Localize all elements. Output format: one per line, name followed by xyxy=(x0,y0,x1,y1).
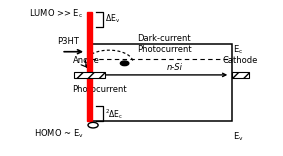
Text: Anode: Anode xyxy=(72,56,99,65)
Text: Dark-current: Dark-current xyxy=(137,34,191,43)
Bar xyxy=(89,44,231,121)
Bar xyxy=(231,72,248,78)
Text: $\mathregular{E_c}$: $\mathregular{E_c}$ xyxy=(233,44,243,56)
Text: LUMO >> $\mathregular{E_c}$: LUMO >> $\mathregular{E_c}$ xyxy=(29,8,84,20)
Text: P3HT: P3HT xyxy=(57,37,79,46)
Bar xyxy=(87,12,92,121)
Bar xyxy=(74,72,105,78)
Text: $\mathregular{^2\Delta E_c}$: $\mathregular{^2\Delta E_c}$ xyxy=(105,107,123,121)
Circle shape xyxy=(120,61,129,66)
Text: Photocurrent: Photocurrent xyxy=(72,85,127,94)
Text: Photocurrent: Photocurrent xyxy=(137,45,192,54)
Text: $\mathregular{\Delta E_v}$: $\mathregular{\Delta E_v}$ xyxy=(105,13,120,25)
Text: n-Si: n-Si xyxy=(167,63,183,72)
Text: HOMO ~ $\mathregular{E_v}$: HOMO ~ $\mathregular{E_v}$ xyxy=(34,127,84,140)
Text: $\mathregular{E_v}$: $\mathregular{E_v}$ xyxy=(233,131,244,143)
Text: Cathode: Cathode xyxy=(222,56,258,65)
